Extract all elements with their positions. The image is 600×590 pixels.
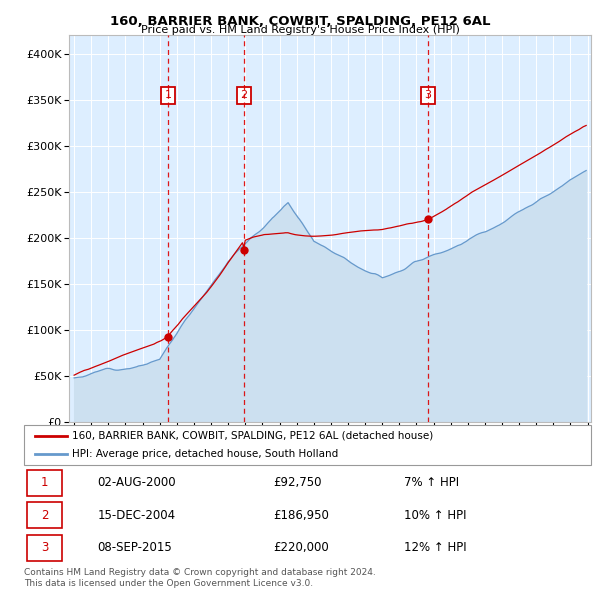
FancyBboxPatch shape xyxy=(27,535,62,561)
Text: 10% ↑ HPI: 10% ↑ HPI xyxy=(404,509,466,522)
Text: Contains HM Land Registry data © Crown copyright and database right 2024.
This d: Contains HM Land Registry data © Crown c… xyxy=(24,568,376,588)
Text: 08-SEP-2015: 08-SEP-2015 xyxy=(98,541,172,555)
Text: 15-DEC-2004: 15-DEC-2004 xyxy=(98,509,176,522)
Text: 3: 3 xyxy=(41,541,48,555)
FancyBboxPatch shape xyxy=(27,470,62,496)
Text: Price paid vs. HM Land Registry's House Price Index (HPI): Price paid vs. HM Land Registry's House … xyxy=(140,25,460,35)
FancyBboxPatch shape xyxy=(27,502,62,529)
Text: 7% ↑ HPI: 7% ↑ HPI xyxy=(404,476,459,490)
Text: 2: 2 xyxy=(41,509,48,522)
Text: 02-AUG-2000: 02-AUG-2000 xyxy=(98,476,176,490)
Text: £220,000: £220,000 xyxy=(274,541,329,555)
Text: 1: 1 xyxy=(41,476,48,490)
Text: 2: 2 xyxy=(240,90,247,100)
Text: £92,750: £92,750 xyxy=(274,476,322,490)
Text: 3: 3 xyxy=(424,90,431,100)
Text: HPI: Average price, detached house, South Holland: HPI: Average price, detached house, Sout… xyxy=(72,449,338,459)
Text: 160, BARRIER BANK, COWBIT, SPALDING, PE12 6AL (detached house): 160, BARRIER BANK, COWBIT, SPALDING, PE1… xyxy=(72,431,433,441)
Text: 12% ↑ HPI: 12% ↑ HPI xyxy=(404,541,467,555)
Text: £186,950: £186,950 xyxy=(274,509,329,522)
FancyBboxPatch shape xyxy=(24,425,591,465)
Text: 1: 1 xyxy=(165,90,172,100)
Text: 160, BARRIER BANK, COWBIT, SPALDING, PE12 6AL: 160, BARRIER BANK, COWBIT, SPALDING, PE1… xyxy=(110,15,490,28)
